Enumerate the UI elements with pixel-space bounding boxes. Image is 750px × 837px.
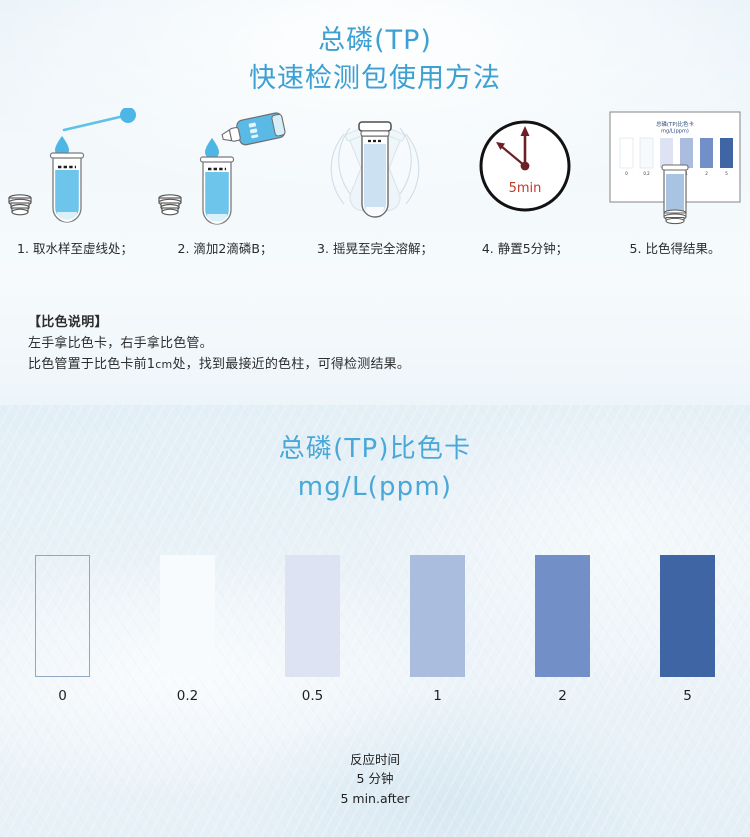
mini-card-title-1: 总磷(TP)比色卡 (656, 120, 694, 128)
svg-text:0.2: 0.2 (643, 171, 650, 176)
color-card-title-line-1: 总磷(TP)比色卡 (278, 434, 472, 464)
reaction-time-note: 反应时间 5 分钟 5 min.after (0, 750, 750, 808)
svg-text:1: 1 (685, 171, 688, 176)
svg-text:2: 2 (705, 171, 708, 176)
title-line-1: 总磷(TP) (318, 25, 432, 56)
swatch-cell-5: 5 (625, 555, 750, 720)
comparison-note: 【比色说明】 左手拿比色卡，右手拿比色管。 比色管置于比色卡前1cm处，找到最接… (28, 312, 410, 376)
reaction-note-line-2: 5 分钟 (356, 771, 394, 787)
color-card-compare-icon: 总磷(TP)比色卡 mg/L(ppm) 0 0.2 0.5 1 (609, 111, 741, 225)
step-captions: 1. 取水样至虚线处； 2. 滴加2滴磷B； 3. 摇晃至完全溶解； 4. 静置… (0, 238, 750, 257)
step-5: 总磷(TP)比色卡 mg/L(ppm) 0 0.2 0.5 1 (600, 108, 750, 258)
steps-illustration-row: 5min 总磷(TP)比色卡 mg/L(ppm) (0, 108, 750, 258)
dropper-bottle-tube-icon (158, 112, 286, 225)
page-title: 总磷(TP) 快速检测包使用方法 (0, 22, 750, 99)
swatch-cell-0: 0 (0, 555, 125, 720)
step-1 (0, 108, 150, 258)
note-line-1: 左手拿比色卡，右手拿比色管。 (28, 336, 213, 352)
step-3 (300, 108, 450, 258)
swatch-label-3: 1 (433, 688, 442, 704)
swatch-cell-2: 0.5 (250, 555, 375, 720)
note-heading: 【比色说明】 (28, 315, 108, 330)
step-1-caption: 1. 取水样至虚线处； (17, 241, 133, 256)
note-line-2-unit: cm (155, 358, 173, 372)
shaking-tube-icon (330, 121, 420, 218)
reaction-note-line-3: 5 min.after (340, 790, 410, 806)
step-4-caption: 4. 静置5分钟； (481, 241, 569, 256)
color-card-title-line-2: mg/L(ppm) (297, 471, 453, 502)
clock-label: 5min (509, 181, 542, 196)
note-line-2-part-a: 比色管置于比色卡前1 (28, 357, 156, 373)
reaction-note-line-1: 反应时间 (349, 752, 400, 767)
swatch-label-0: 0 (58, 688, 67, 704)
swatch-cell-1: 0.2 (125, 555, 250, 720)
swatch-cell-3: 1 (375, 555, 500, 720)
color-card-title: 总磷(TP)比色卡 mg/L(ppm) (0, 431, 750, 506)
swatch-label-5: 5 (683, 688, 692, 704)
color-card-section: 总磷(TP)比色卡 mg/L(ppm) 0 0.2 0.5 1 2 (0, 405, 750, 837)
mini-card-title-2: mg/L(ppm) (661, 129, 689, 135)
swatch-label-4: 2 (558, 688, 567, 704)
step-5-caption: 5. 比色得结果。 (629, 241, 721, 256)
instruction-section: 总磷(TP) 快速检测包使用方法 (0, 0, 750, 405)
color-swatch-4 (535, 555, 590, 677)
color-swatch-1 (160, 555, 215, 677)
note-line-2-part-b: 处，找到最接近的色柱，可得检测结果。 (172, 357, 411, 373)
pipette-tube-icon (8, 108, 136, 223)
step-4: 5min (450, 108, 600, 258)
step-2 (150, 108, 300, 258)
color-swatch-5 (660, 555, 715, 677)
color-swatch-0 (35, 555, 90, 677)
svg-text:0: 0 (625, 171, 628, 176)
color-swatch-3 (410, 555, 465, 677)
step-2-caption: 2. 滴加2滴磷B； (177, 241, 273, 256)
swatch-label-1: 0.2 (176, 688, 199, 704)
title-line-2: 快速检测包使用方法 (249, 63, 501, 95)
svg-text:5: 5 (725, 171, 728, 176)
mini-swatches (619, 137, 733, 169)
note-line-2: 比色管置于比色卡前1cm处，找到最接近的色柱，可得检测结果。 (28, 354, 410, 375)
color-swatch-2 (285, 555, 340, 677)
swatch-cell-4: 2 (500, 555, 625, 720)
clock-icon: 5min (479, 120, 571, 212)
step-3-caption: 3. 摇晃至完全溶解； (317, 241, 433, 256)
color-swatch-row: 0 0.2 0.5 1 2 5 (0, 555, 750, 720)
swatch-label-2: 0.5 (301, 688, 324, 704)
